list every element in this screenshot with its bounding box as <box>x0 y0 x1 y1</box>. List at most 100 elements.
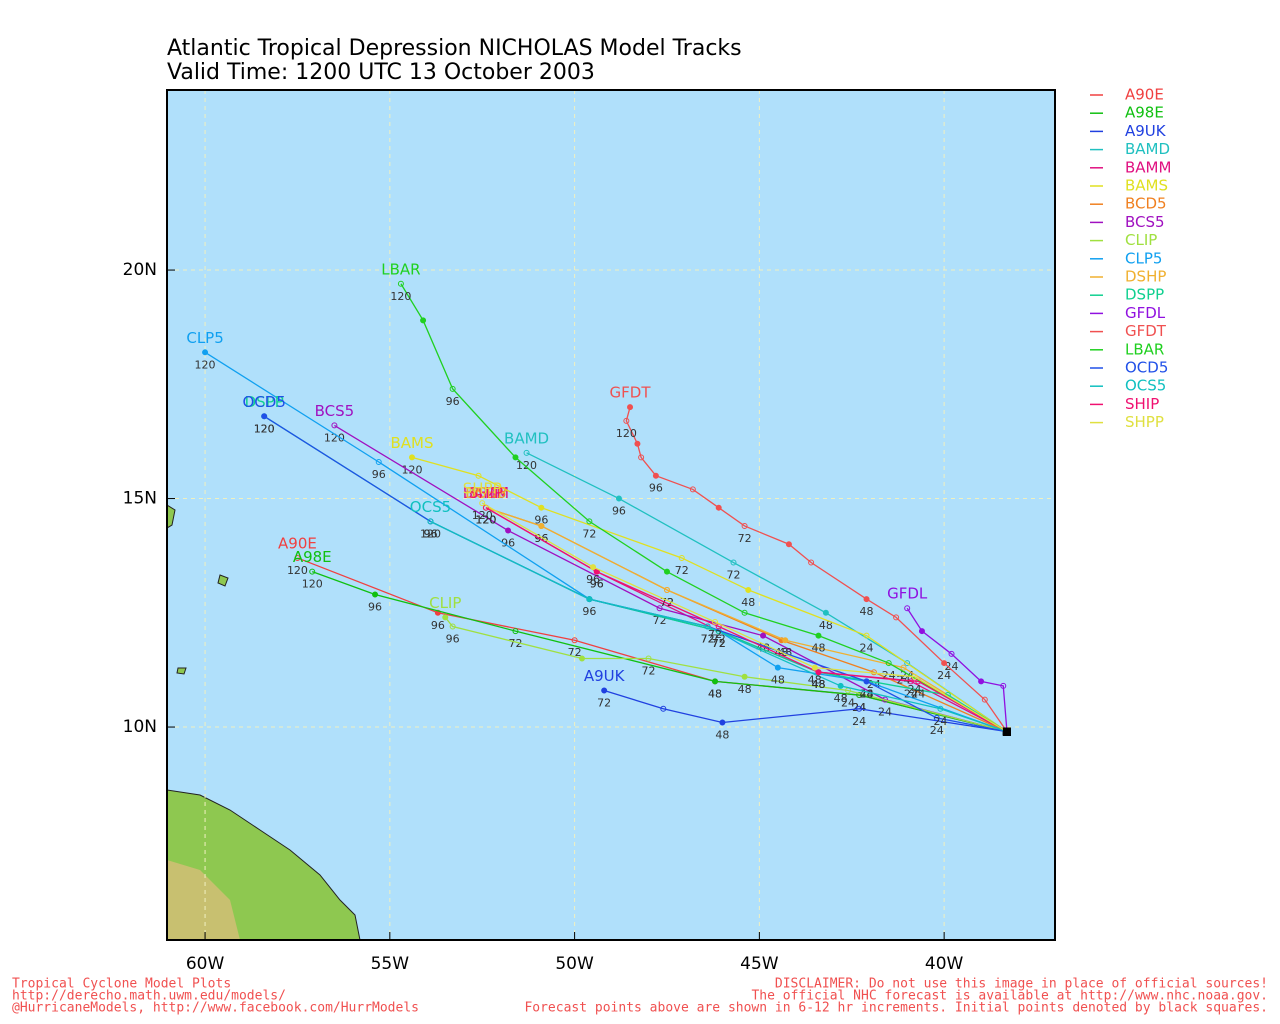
legend-label: CLIP <box>1125 231 1157 249</box>
footer-text: @HurricaneModels, http://www.facebook.co… <box>12 1001 419 1016</box>
track <box>411 456 1008 733</box>
forecast-point <box>586 596 593 603</box>
forecast-point <box>719 719 726 726</box>
forecast-point <box>601 687 608 694</box>
forecast-point <box>941 660 948 667</box>
track <box>625 406 1008 732</box>
forecast-point <box>375 458 382 465</box>
hour-label: 24 <box>882 669 896 682</box>
hour-label: 72 <box>675 564 689 577</box>
hour-label: 96 <box>582 605 596 618</box>
track-name: A98E <box>293 548 332 566</box>
forecast-point <box>815 632 822 639</box>
forecast-point <box>663 586 670 593</box>
forecast-point <box>538 522 545 529</box>
legend-label: BAMS <box>1125 177 1168 195</box>
hour-label: 72 <box>582 527 596 540</box>
x-tick-label: 40W <box>925 954 964 974</box>
forecast-point <box>811 664 818 671</box>
hour-label: 48 <box>811 678 825 691</box>
track-name: GFDT <box>610 384 652 402</box>
hour-label: 120 <box>254 422 275 435</box>
plot-frame <box>166 89 1056 941</box>
forecast-point <box>590 564 597 571</box>
forecast-point <box>261 413 268 420</box>
forecast-point <box>981 696 988 703</box>
hour-label: 24 <box>930 724 944 737</box>
x-tick-label: 55W <box>371 954 410 974</box>
hour-label: 96 <box>590 578 604 591</box>
track-name: GFDL <box>887 585 928 603</box>
forecast-point <box>652 472 659 479</box>
legend-label: OCS5 <box>1125 377 1166 395</box>
hour-label: 96 <box>590 578 604 591</box>
hour-label: 24 <box>852 701 866 714</box>
hour-label: 120 <box>287 564 308 577</box>
hour-label: 120 <box>420 527 441 540</box>
forecast-point <box>933 714 940 721</box>
hour-label: 96 <box>372 468 386 481</box>
forecast-point <box>815 669 822 676</box>
hour-label: 96 <box>423 527 437 540</box>
forecast-point <box>615 495 622 502</box>
forecast-point <box>634 440 641 447</box>
forecast-point <box>741 522 748 529</box>
hour-label: 48 <box>811 678 825 691</box>
forecast-point <box>1000 682 1007 689</box>
forecast-point <box>893 614 900 621</box>
forecast-point <box>885 660 892 667</box>
hour-label: 96 <box>446 633 460 646</box>
forecast-point <box>638 454 645 461</box>
footer-text: DISCLAIMER: Do not use this image in pla… <box>775 977 1268 992</box>
legend-label: GFDT <box>1125 322 1167 340</box>
hour-label: 96 <box>649 482 663 495</box>
forecast-point <box>837 682 844 689</box>
hour-label: 24 <box>945 660 959 673</box>
legend-label: CLP5 <box>1125 249 1162 267</box>
forecast-point <box>712 678 719 685</box>
chart-subtitle: Valid Time: 1200 UTC 13 October 2003 <box>167 60 595 85</box>
track-name: BAMM <box>463 484 509 502</box>
hour-label: 24 <box>911 687 925 700</box>
track <box>444 616 1008 733</box>
forecast-point <box>538 504 545 511</box>
forecast-point <box>856 705 863 712</box>
forecast-point <box>863 678 870 685</box>
forecast-point <box>578 655 585 662</box>
track-name: A9UK <box>584 667 626 685</box>
forecast-point <box>904 605 911 612</box>
hour-label: 72 <box>708 628 722 641</box>
forecast-point <box>774 664 781 671</box>
hour-label: 120 <box>302 578 323 591</box>
hour-label: 72 <box>701 633 715 646</box>
forecast-point <box>449 385 456 392</box>
hour-label: 24 <box>852 701 866 714</box>
forecast-point <box>571 637 578 644</box>
track-name: OCD5 <box>243 393 286 411</box>
hour-label: 48 <box>771 674 785 687</box>
legend-label: DSPP <box>1125 286 1164 304</box>
forecast-point <box>715 504 722 511</box>
forecast-point <box>202 349 209 356</box>
forecast-point <box>449 623 456 630</box>
forecast-point <box>863 632 870 639</box>
hour-label: 48 <box>738 683 752 696</box>
forecast-point <box>900 664 907 671</box>
legend-label: SHPP <box>1125 413 1164 431</box>
forecast-point <box>409 454 416 461</box>
forecast-point <box>785 541 792 548</box>
forecast-point <box>512 454 519 461</box>
hour-label: 96 <box>612 505 626 518</box>
hour-label: 72 <box>712 637 726 650</box>
legend-label: A98E <box>1125 104 1164 122</box>
hour-label: 48 <box>708 687 722 700</box>
forecast-point <box>442 614 449 621</box>
forecast-point <box>978 678 985 685</box>
forecast-point <box>505 527 512 534</box>
hour-label: 24 <box>937 669 951 682</box>
track-name: DSPP <box>245 393 284 411</box>
x-tick-label: 45W <box>740 954 779 974</box>
forecast-point <box>479 500 486 507</box>
forecast-point <box>863 596 870 603</box>
track <box>906 607 1008 732</box>
